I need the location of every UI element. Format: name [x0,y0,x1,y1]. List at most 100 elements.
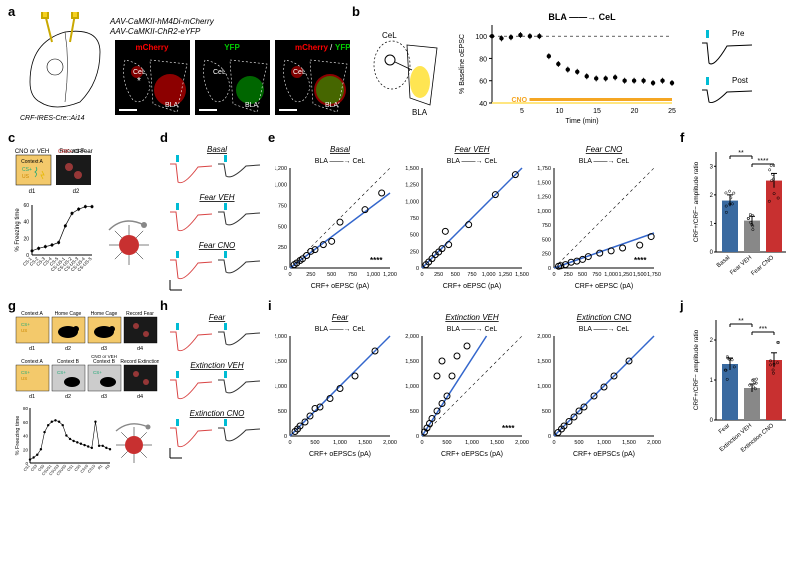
svg-text:1,000: 1,000 [405,384,419,390]
svg-text:1,000: 1,000 [482,272,496,278]
virus1-text: AAV-CaMKII-hM4Di-mCherry [109,17,215,26]
svg-text:CS+: CS+ [21,370,30,375]
svg-text:250: 250 [434,272,443,278]
svg-text:CNO or VEH: CNO or VEH [15,149,49,155]
panel-d: BasalFear VEHFear CNO [168,142,266,292]
svg-text:1,000: 1,000 [275,183,287,189]
svg-text:0: 0 [548,434,551,440]
svg-text:1,000: 1,000 [333,440,347,446]
svg-text:R1: R1 [97,464,103,470]
svg-text:750: 750 [592,272,601,278]
svg-text:100: 100 [475,34,487,41]
svg-text:d2: d2 [65,346,71,352]
svg-text:CeL: CeL [133,69,146,76]
svg-text:1,200: 1,200 [275,166,287,172]
svg-text:d1: d1 [29,189,36,195]
panel-h: Fear Extinction VEH Extinction CNO [168,310,266,460]
svg-text:1,000: 1,000 [275,384,287,390]
svg-text:% Freezing time: % Freezing time [15,416,21,456]
svg-text:2,000: 2,000 [275,334,287,340]
svg-text:US: US [22,174,30,180]
svg-text:1,500: 1,500 [358,440,372,446]
svg-text:500: 500 [578,272,587,278]
svg-text:BLA ——→ CeL: BLA ——→ CeL [447,158,498,165]
svg-text:mCherry: mCherry [136,43,169,52]
svg-text:2,000: 2,000 [405,334,419,340]
svg-text:60: 60 [23,420,29,425]
svg-text:250: 250 [278,245,287,251]
svg-text:% Baseline oEPSC: % Baseline oEPSC [459,34,466,94]
svg-text:**: ** [738,318,744,325]
svg-text:1,500: 1,500 [490,440,504,446]
panel-f: 0123BasalFear VEHFear CNO******CRF+/CRF−… [688,140,793,295]
svg-text:1,500: 1,500 [537,180,551,186]
svg-text:Basal: Basal [207,145,227,154]
svg-text:500: 500 [310,440,319,446]
svg-text:****: **** [502,424,515,433]
svg-text:2,000: 2,000 [383,440,397,446]
svg-text:250: 250 [306,272,315,278]
svg-text:YFP: YFP [224,43,240,52]
svg-text:0: 0 [552,272,555,278]
svg-text:BLA: BLA [245,102,259,109]
svg-text:1,000: 1,000 [604,272,618,278]
svg-text:1,000: 1,000 [537,384,551,390]
svg-text:BLA ——→ CeL: BLA ——→ CeL [315,326,366,333]
svg-text:80: 80 [23,406,29,411]
svg-text:0: 0 [420,272,423,278]
svg-text:BLA ——→ CeL: BLA ——→ CeL [315,158,366,165]
svg-text:5: 5 [520,108,524,115]
svg-text:0: 0 [416,266,419,272]
svg-text:R3: R3 [105,464,111,470]
svg-text:CRF+ oEPSCs (pA): CRF+ oEPSCs (pA) [573,451,635,458]
svg-text:Extinction CNO: Extinction CNO [190,409,245,418]
svg-text:1,500: 1,500 [633,272,647,278]
panel-label-a: a [8,4,15,19]
svg-text:Extinction CNO: Extinction CNO [577,313,632,322]
svg-text:d3: d3 [101,346,107,352]
svg-text:500: 500 [574,440,583,446]
svg-text:40: 40 [23,220,29,226]
svg-text:1: 1 [710,221,714,227]
svg-text:2,000: 2,000 [647,440,661,446]
panel-b: CeLBLABLA ——→ CeL406080100510152025Time … [362,10,792,125]
svg-text:Fear CNO: Fear CNO [750,255,775,277]
virus2-text: AAV-CaMKII-ChR2-eYFP [109,27,201,36]
panel-label-c: c [8,130,15,145]
svg-text:****: **** [634,256,647,265]
svg-text:Extinction VEH: Extinction VEH [445,313,499,322]
svg-text:BLA ——→ CeL: BLA ——→ CeL [579,326,630,333]
svg-text:0: 0 [288,272,291,278]
svg-text:1,000: 1,000 [537,209,551,215]
svg-text:BLA ——→ CeL: BLA ——→ CeL [579,158,630,165]
svg-text:Record Extinction: Record Extinction [120,359,159,365]
svg-text:CS1: CS1 [67,464,75,472]
svg-text:Home Cage: Home Cage [91,311,118,317]
svg-text:BLA ——→ CeL: BLA ——→ CeL [548,12,616,22]
svg-text:CS3: CS3 [30,464,38,472]
svg-text:0: 0 [420,440,423,446]
svg-text:CeL: CeL [382,31,397,40]
svg-text:Extinction VEH: Extinction VEH [190,361,244,370]
svg-text:***: *** [759,326,767,333]
svg-text:0: 0 [284,266,287,272]
svg-text:60: 60 [23,203,29,209]
svg-text:CS+: CS+ [93,370,102,375]
panel-label-f: f [680,130,684,145]
svg-text:d3: d3 [101,394,107,400]
svg-text:60: 60 [479,79,487,86]
svg-text:d2: d2 [73,189,80,195]
svg-text:Fear: Fear [209,313,226,322]
svg-text:1,200: 1,200 [383,272,397,278]
svg-text:Pre: Pre [732,29,745,38]
svg-text:Home Cage: Home Cage [55,311,82,317]
svg-text:Fear: Fear [332,313,349,322]
svg-text:d2: d2 [65,394,71,400]
svg-text:750: 750 [542,223,551,229]
svg-text:0: 0 [548,266,551,272]
panel-label-h: h [160,298,168,313]
svg-text:CeL: CeL [213,69,226,76]
svg-text:500: 500 [278,409,287,415]
svg-text:0: 0 [552,440,555,446]
svg-text:1,500: 1,500 [405,166,419,172]
